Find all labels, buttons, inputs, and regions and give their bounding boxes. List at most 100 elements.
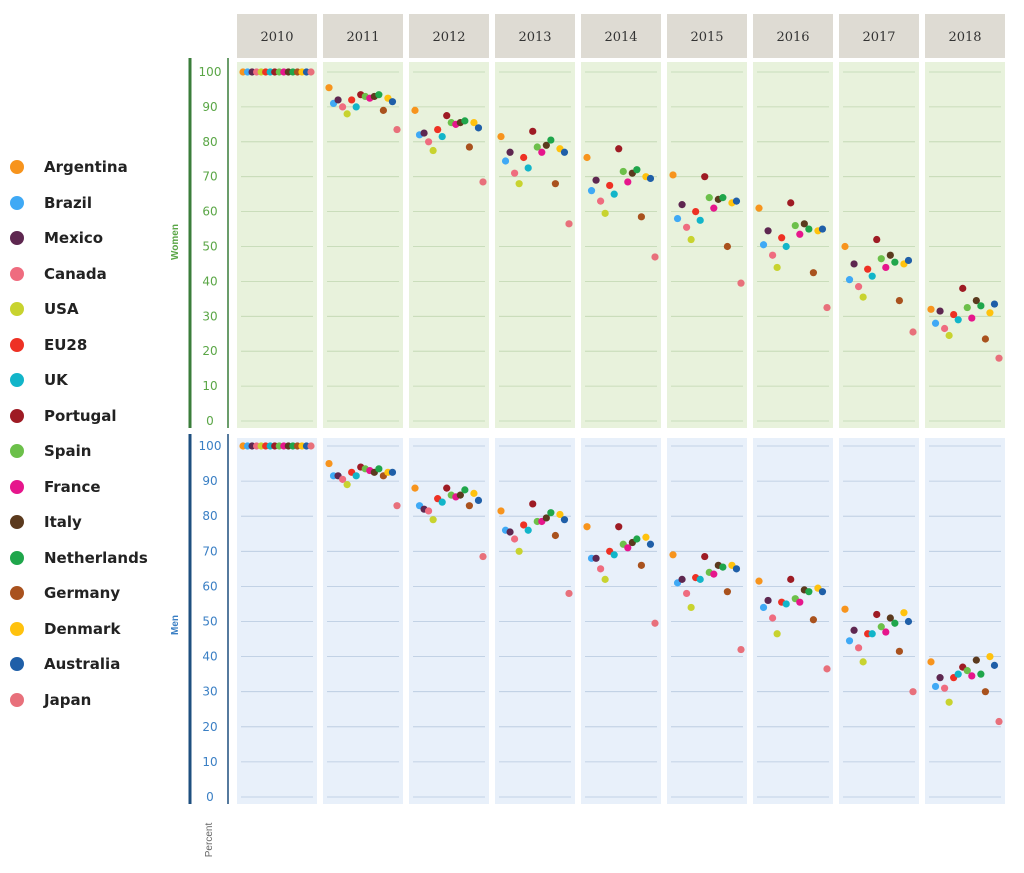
men-point-brazil-2016 (759, 603, 768, 612)
legend-label: Netherlands (44, 548, 148, 567)
women-tick-label: 40 (202, 274, 217, 288)
women-column-2015 (667, 62, 747, 428)
women-point-italy-2017 (886, 251, 894, 259)
men-column-2018 (925, 438, 1005, 804)
men-point-netherlands-2018 (977, 670, 985, 678)
legend-label: Japan (44, 690, 92, 709)
men-point-japan-2010 (307, 442, 315, 450)
men-point-canada-2016 (769, 614, 777, 622)
women-point-australia-2017 (904, 256, 913, 265)
year-header-2012 (409, 14, 489, 58)
women-point-japan-2015 (737, 279, 745, 287)
men-point-usa-2011 (343, 481, 351, 489)
women-point-netherlands-2011 (375, 91, 383, 99)
legend-item-brazil: Brazil (0, 192, 180, 214)
women-tick-label: 80 (202, 135, 217, 149)
year-label-2015: 2015 (690, 30, 723, 45)
year-header-2015 (667, 14, 747, 58)
men-point-japan-2017 (909, 688, 917, 696)
women-point-brazil-2014 (587, 187, 596, 195)
men-point-japan-2013 (565, 589, 573, 598)
women-point-eu28-2017 (864, 265, 872, 273)
men-point-netherlands-2011 (375, 465, 383, 473)
legend-label: France (44, 477, 101, 496)
men-point-usa-2013 (515, 547, 523, 555)
men-tick-label: 0 (206, 790, 214, 804)
women-point-japan-2016 (823, 303, 831, 312)
men-point-australia-2016 (818, 588, 827, 596)
legend-label: Germany (44, 584, 121, 602)
legend-dot-brazil (10, 195, 24, 210)
women-point-uk-2012 (438, 132, 446, 141)
men-point-spain-2018 (963, 667, 971, 675)
women-point-argentina-2013 (497, 132, 505, 141)
women-point-mexico-2015 (678, 201, 686, 209)
women-point-mexico-2016 (764, 227, 772, 235)
women-point-italy-2013 (542, 141, 550, 149)
women-point-argentina-2018 (927, 305, 935, 313)
women-point-denmark-2012 (470, 119, 478, 127)
men-point-portugal-2015 (701, 552, 709, 561)
women-point-usa-2012 (429, 146, 437, 155)
legend-label: Denmark (44, 619, 121, 638)
women-tick-label: 70 (202, 170, 217, 184)
men-point-denmark-2013 (556, 510, 564, 519)
women-point-japan-2013 (565, 220, 573, 228)
women-point-netherlands-2015 (719, 194, 727, 202)
women-point-argentina-2014 (583, 153, 591, 162)
men-point-japan-2015 (737, 645, 745, 654)
men-point-canada-2013 (510, 535, 519, 543)
men-column-2011 (323, 438, 403, 804)
women-point-brazil-2015 (673, 214, 682, 223)
women-point-canada-2016 (769, 251, 777, 259)
legend-item-canada: Canada (0, 263, 180, 285)
women-point-germany-2015 (723, 242, 732, 251)
men-tick-label: 10 (202, 755, 217, 769)
legend-item-portugal: Portugal (0, 405, 180, 427)
women-column-2018 (925, 62, 1005, 428)
women-point-brazil-2017 (845, 276, 854, 284)
legend-label: Brazil (44, 193, 92, 212)
women-point-argentina-2012 (411, 106, 419, 114)
men-point-argentina-2012 (411, 484, 419, 492)
women-point-portugal-2015 (701, 173, 709, 181)
men-point-brazil-2017 (845, 637, 854, 645)
year-label-2011: 2011 (346, 30, 379, 45)
year-header-2013 (495, 14, 575, 58)
women-point-spain-2013 (533, 143, 541, 151)
men-point-usa-2018 (945, 698, 953, 706)
women-column-2011 (323, 62, 403, 428)
men-point-portugal-2014 (615, 523, 623, 531)
men-point-portugal-2016 (787, 575, 795, 583)
men-column-2010 (237, 438, 317, 804)
men-point-denmark-2017 (900, 609, 908, 617)
women-point-mexico-2012 (420, 129, 428, 137)
men-point-portugal-2013 (529, 500, 537, 508)
year-label-2016: 2016 (776, 30, 809, 45)
men-point-japan-2014 (651, 619, 659, 627)
women-tick-label: 0 (206, 414, 214, 428)
women-point-canada-2011 (339, 103, 347, 111)
men-column-2015 (667, 438, 747, 804)
legend-label: Argentina (44, 158, 128, 176)
legend-label: Spain (44, 442, 92, 460)
women-point-canada-2013 (510, 169, 519, 177)
legend-dot-canada (10, 266, 24, 281)
women-point-germany-2017 (895, 296, 904, 305)
men-point-france-2015 (710, 570, 718, 578)
women-point-brazil-2016 (759, 241, 768, 249)
women-point-uk-2015 (696, 216, 704, 224)
women-point-germany-2014 (637, 213, 646, 221)
men-point-argentina-2017 (841, 605, 849, 613)
men-point-france-2014 (624, 544, 632, 552)
men-point-australia-2012 (474, 496, 483, 505)
women-panel-label: Women (170, 224, 181, 260)
men-point-argentina-2013 (497, 507, 505, 515)
legend-dot-portugal (10, 408, 24, 423)
men-point-canada-2014 (597, 565, 605, 573)
men-point-italy-2013 (542, 514, 550, 522)
men-point-portugal-2017 (873, 610, 881, 619)
men-point-japan-2012 (479, 552, 487, 561)
men-tick-label: 70 (202, 544, 217, 558)
year-header-2018 (925, 14, 1005, 58)
